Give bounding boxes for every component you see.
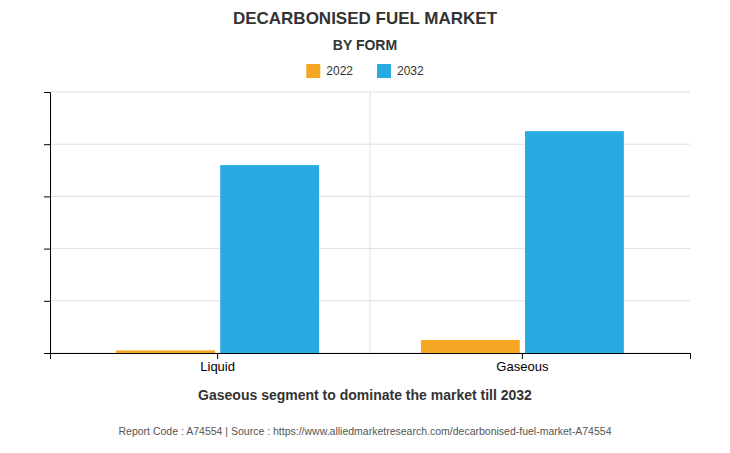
series <box>220 131 624 353</box>
bar <box>525 131 624 353</box>
annotation: Report Code : A74554 | Source : https://… <box>119 425 612 437</box>
bar <box>421 340 520 353</box>
title: DECARBONISED FUEL MARKET <box>233 9 498 28</box>
x-axis: Liquid Gaseous <box>51 353 691 374</box>
annotation: Gaseous segment to dominate the market t… <box>198 387 532 403</box>
legend-swatch <box>377 64 391 78</box>
tick-mark <box>217 353 218 359</box>
y-axis <box>44 93 51 354</box>
axis-line <box>51 354 691 360</box>
tick-mark <box>522 353 523 359</box>
legend-item: 2022 <box>306 64 353 78</box>
tick-mark <box>44 196 50 197</box>
tick: Liquid <box>200 353 235 374</box>
tick-mark <box>44 353 50 354</box>
plot: Liquid Gaseous <box>44 92 691 374</box>
tick-mark <box>44 92 50 93</box>
tick: Gaseous <box>496 353 549 374</box>
legend-item: 2032 <box>377 64 424 78</box>
axis-line <box>44 93 51 354</box>
tick <box>44 301 50 302</box>
chart: DECARBONISED FUEL MARKET BY FORM 2022 2032 L… <box>0 0 730 453</box>
grid <box>50 92 690 353</box>
legend-swatch <box>306 64 320 78</box>
tick-label: Liquid <box>200 359 235 374</box>
legend-label: 2022 <box>326 64 353 78</box>
tick <box>44 196 50 197</box>
tick <box>44 92 50 93</box>
tick-mark <box>44 301 50 302</box>
bar <box>116 350 215 353</box>
tick-label: Gaseous <box>496 359 549 374</box>
bars <box>116 131 624 353</box>
tick-mark <box>44 249 50 250</box>
subtitle: BY FORM <box>333 37 397 53</box>
tick <box>44 353 50 354</box>
tick <box>44 144 50 145</box>
tick <box>44 249 50 250</box>
group-divider <box>370 92 371 353</box>
legend-label: 2032 <box>397 64 424 78</box>
legend: 2022 2032 <box>306 64 424 78</box>
bar <box>220 165 319 353</box>
tick-mark <box>44 144 50 145</box>
